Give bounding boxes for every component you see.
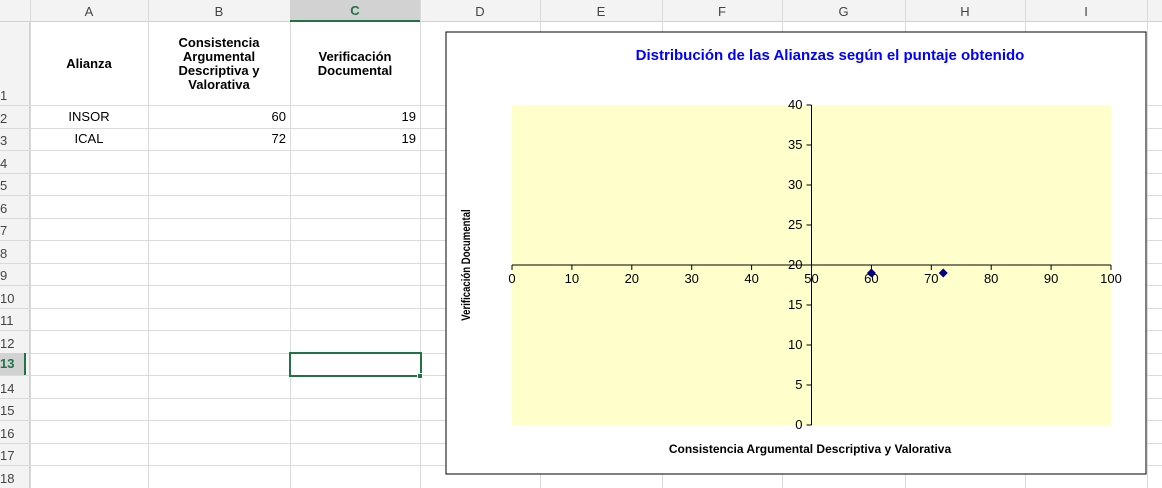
row-header[interactable]: 12 xyxy=(0,335,15,351)
column-header[interactable]: G xyxy=(838,3,849,19)
x-axis-title: Consistencia Argumental Descriptiva y Va… xyxy=(669,442,952,456)
grid-line xyxy=(148,0,149,488)
row-header[interactable]: 13 xyxy=(0,352,26,375)
y-tick-label: 30 xyxy=(788,177,802,192)
table-header: Verificación Documental xyxy=(317,48,393,78)
y-tick-label: 40 xyxy=(788,97,802,112)
table-cell[interactable]: 72 xyxy=(271,131,286,146)
x-tick-label: 100 xyxy=(1100,271,1122,286)
column-header[interactable]: C xyxy=(290,0,420,22)
fill-handle xyxy=(417,372,423,379)
table-cell[interactable]: 19 xyxy=(401,131,416,146)
y-tick-label: 25 xyxy=(788,217,802,232)
y-tick-label: 20 xyxy=(788,257,802,272)
x-tick-label: 20 xyxy=(625,271,639,286)
x-tick-label: 70 xyxy=(924,271,938,286)
row-header[interactable]: 16 xyxy=(0,425,15,441)
grid-line xyxy=(290,0,291,488)
y-tick-label: 5 xyxy=(795,377,802,392)
x-tick-label: 10 xyxy=(565,271,579,286)
y-tick-label: 10 xyxy=(788,337,802,352)
x-tick-label: 40 xyxy=(744,271,758,286)
active-cell[interactable] xyxy=(289,351,422,377)
column-header[interactable]: I xyxy=(1084,3,1088,19)
x-tick-label: 50 xyxy=(804,271,818,286)
column-header[interactable]: A xyxy=(84,3,94,19)
table-header: Alianza xyxy=(66,55,112,71)
column-header[interactable]: B xyxy=(214,3,224,19)
column-header[interactable]: D xyxy=(475,3,485,19)
table-cell[interactable]: 19 xyxy=(401,108,416,124)
row-header[interactable]: 7 xyxy=(0,223,8,238)
table-cell[interactable]: 60 xyxy=(271,108,286,124)
row-header[interactable]: 18 xyxy=(0,470,15,486)
grid-line xyxy=(30,0,31,488)
x-tick-label: 60 xyxy=(864,271,878,286)
row-header[interactable]: 15 xyxy=(0,403,15,418)
y-tick-label: 15 xyxy=(788,297,802,312)
row-header[interactable]: 17 xyxy=(0,448,15,463)
row-header[interactable]: 4 xyxy=(0,155,8,171)
column-header[interactable]: F xyxy=(718,3,726,19)
row-header[interactable]: 2 xyxy=(0,110,8,126)
x-tick-label: 0 xyxy=(508,271,515,286)
column-header[interactable]: H xyxy=(960,3,970,19)
grid-line xyxy=(1147,0,1148,488)
chart-title: Distribución de las Alianzas según el pu… xyxy=(636,47,1025,64)
row-header[interactable]: 11 xyxy=(0,313,14,328)
table-cell[interactable]: INSOR xyxy=(68,108,110,124)
data-point xyxy=(938,268,948,278)
row-header[interactable]: 10 xyxy=(0,290,15,306)
table-header: Consistencia Argumental Descriptiva y Va… xyxy=(178,34,260,92)
row-header[interactable]: 14 xyxy=(0,380,15,396)
y-tick-label: 35 xyxy=(788,137,802,152)
x-tick-label: 90 xyxy=(1044,271,1058,286)
x-tick-label: 30 xyxy=(684,271,698,286)
row-header[interactable]: 6 xyxy=(0,200,8,216)
table-cell[interactable]: ICAL xyxy=(74,131,104,146)
grid-line xyxy=(420,0,421,488)
row-number-band xyxy=(0,22,30,488)
row-header[interactable]: 9 xyxy=(0,268,8,283)
row-header[interactable]: 1 xyxy=(0,88,8,103)
row-header[interactable]: 3 xyxy=(0,133,8,148)
data-point xyxy=(866,268,876,278)
row-header[interactable]: 8 xyxy=(0,245,8,261)
y-tick-label: 0 xyxy=(795,417,802,432)
column-header[interactable]: E xyxy=(596,3,606,19)
y-axis-title: Verificación Documental xyxy=(460,209,473,320)
row-header[interactable]: 5 xyxy=(0,178,8,193)
x-tick-label: 80 xyxy=(984,271,998,286)
